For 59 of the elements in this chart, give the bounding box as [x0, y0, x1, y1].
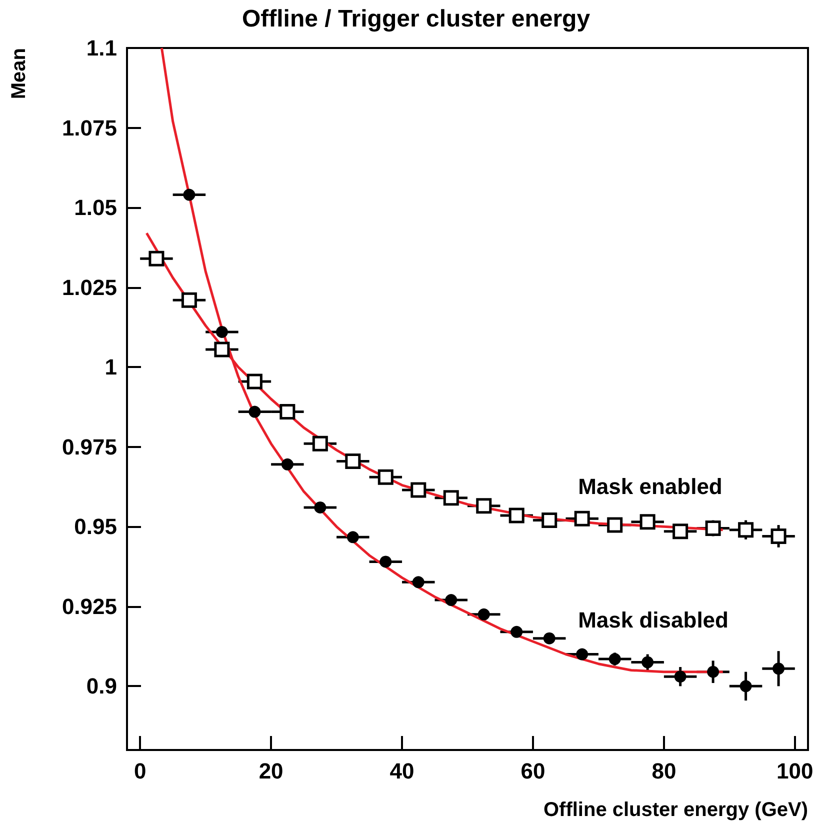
point	[281, 458, 294, 470]
point	[576, 648, 588, 660]
point	[740, 680, 752, 692]
point	[181, 292, 197, 308]
point	[478, 608, 490, 620]
point	[214, 342, 230, 358]
y-tick-label: 1.025	[62, 274, 117, 300]
y-tick-label: 0.9	[86, 674, 117, 699]
point	[216, 326, 228, 338]
point	[380, 556, 392, 568]
point	[574, 510, 590, 526]
point	[770, 528, 786, 544]
point	[510, 626, 523, 638]
x-tick-label: 60	[520, 758, 546, 784]
x-axis-title: Offline cluster energy (GeV)	[543, 799, 808, 821]
point	[345, 453, 361, 469]
point	[443, 490, 459, 506]
point	[248, 406, 261, 418]
point	[280, 404, 296, 420]
point	[508, 508, 524, 524]
point	[148, 250, 164, 266]
point	[640, 514, 656, 530]
x-tick-label: 0	[134, 758, 146, 784]
point	[412, 576, 424, 588]
point	[542, 512, 558, 528]
y-tick-label: 1.1	[86, 36, 117, 60]
y-tick-label: 0.925	[62, 594, 117, 619]
point	[607, 517, 623, 533]
y-tick-label: 1	[104, 354, 117, 380]
x-tick-label: 40	[390, 758, 414, 784]
point	[772, 662, 785, 675]
point	[705, 520, 721, 536]
point	[378, 469, 394, 485]
chart-title: Offline / Trigger cluster energy	[242, 6, 591, 32]
y-tick-label: 1.05	[74, 195, 117, 220]
point	[608, 653, 621, 666]
point	[642, 656, 654, 668]
point	[738, 522, 754, 538]
point	[707, 666, 720, 678]
point	[314, 501, 326, 514]
point	[476, 498, 492, 514]
point	[543, 632, 556, 644]
series-label: Mask disabled	[578, 607, 728, 632]
point	[445, 594, 458, 606]
series-label: Mask enabled	[578, 474, 722, 499]
point	[672, 524, 688, 540]
y-tick-label: 1.075	[62, 115, 117, 140]
y-tick-label: 0.975	[62, 434, 117, 460]
x-tick-label: 20	[258, 758, 284, 784]
point	[674, 670, 686, 683]
point	[183, 188, 196, 201]
x-tick-label: 80	[652, 758, 676, 784]
y-tick-label: 0.95	[74, 514, 117, 540]
y-axis-title: Mean	[8, 48, 30, 100]
point	[246, 374, 262, 390]
point	[346, 531, 359, 544]
point	[410, 482, 426, 498]
x-tick-label: 100	[776, 758, 814, 784]
point	[312, 436, 328, 452]
